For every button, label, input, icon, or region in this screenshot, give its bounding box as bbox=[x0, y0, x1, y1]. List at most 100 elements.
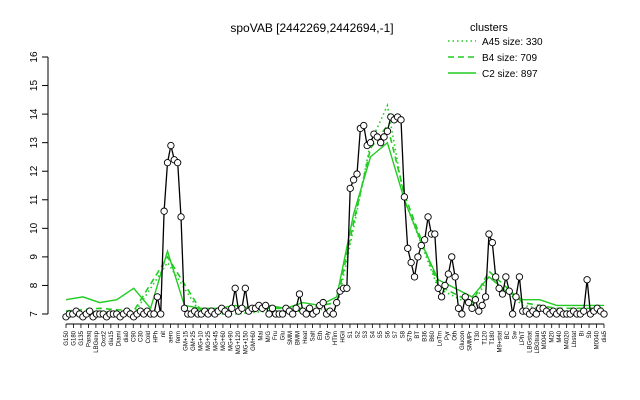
x-tick-label: MG+25 bbox=[206, 330, 212, 351]
data-point bbox=[441, 281, 449, 290]
data-point bbox=[224, 310, 233, 318]
x-tick-label: B36 bbox=[423, 330, 429, 341]
data-point bbox=[353, 170, 361, 178]
data-point bbox=[380, 133, 388, 141]
data-point bbox=[241, 284, 249, 292]
data-point bbox=[231, 284, 239, 292]
x-tick-label: MG+150 bbox=[243, 330, 249, 354]
data-point bbox=[373, 133, 381, 141]
data-point bbox=[508, 310, 517, 318]
x-tick-label: LBGstat bbox=[527, 331, 533, 353]
data-point bbox=[410, 273, 419, 281]
x-tick-label: GM+25 bbox=[191, 330, 197, 351]
data-point bbox=[404, 244, 412, 252]
x-tick-label: Lbstat bbox=[572, 331, 578, 348]
x-tick-label: Glucon bbox=[460, 331, 466, 350]
x-tick-label: S2 bbox=[355, 330, 361, 338]
x-tick-label: LPhT bbox=[520, 331, 526, 346]
y-tick-label: 15 bbox=[29, 80, 40, 92]
x-tick-label: MG+90 bbox=[228, 330, 234, 351]
x-tick-label: Fru bbox=[273, 331, 279, 340]
y-axis: 7 8 9 10 11 12 13 14 15 16 bbox=[29, 51, 49, 317]
data-point bbox=[292, 304, 300, 312]
data-point bbox=[468, 304, 476, 312]
data-point bbox=[180, 304, 189, 312]
data-point bbox=[492, 273, 500, 281]
y-tick-label: 13 bbox=[29, 137, 40, 149]
x-tick-label: LBGtran bbox=[535, 331, 541, 353]
x-tick-label: G135 bbox=[79, 330, 85, 345]
legend-title: clusters bbox=[470, 22, 508, 34]
x-tick-label: S3 bbox=[363, 330, 369, 338]
data-point bbox=[502, 273, 510, 281]
x-tick-label: Oxct2 bbox=[101, 330, 107, 346]
x-tick-label: Glu bbox=[281, 331, 287, 340]
cluster-lines bbox=[65, 102, 604, 315]
chart-title: spoVAB [2442269,2442694,-1] bbox=[230, 21, 393, 35]
x-tick-label: S7 bbox=[393, 330, 399, 338]
data-point bbox=[261, 301, 270, 310]
data-point bbox=[177, 213, 185, 221]
data-point bbox=[488, 238, 496, 247]
data-point bbox=[515, 273, 524, 281]
data-point bbox=[278, 310, 287, 318]
data-point bbox=[431, 230, 439, 238]
x-tick-label: Oth bbox=[453, 331, 459, 341]
data-point bbox=[471, 296, 480, 304]
x-tick-label: Sw bbox=[512, 330, 518, 339]
x-tick-label: HTim bbox=[333, 331, 339, 345]
x-tick-label: M0045 bbox=[542, 330, 548, 349]
y-tick-label: 14 bbox=[29, 108, 40, 120]
x-tick-label: B60 bbox=[430, 330, 436, 341]
data-point bbox=[329, 310, 337, 318]
x-tick-label: Diami bbox=[116, 331, 122, 346]
x-tick-label: G180 bbox=[71, 330, 77, 345]
x-tick-label: T180 bbox=[490, 330, 496, 344]
data-point bbox=[512, 293, 520, 301]
data-point bbox=[498, 290, 507, 298]
x-tick-label: M9+stat bbox=[497, 331, 503, 353]
x-tick-label: S4 bbox=[370, 330, 376, 338]
data-point bbox=[400, 193, 409, 201]
data-point bbox=[485, 230, 493, 238]
x-tick-label: nit bbox=[161, 331, 167, 338]
data-point bbox=[86, 307, 94, 315]
data-point bbox=[495, 284, 503, 292]
x-tick-label: Eth bbox=[318, 331, 324, 340]
x-tick-label: BT bbox=[415, 331, 421, 339]
data-point bbox=[163, 159, 172, 167]
data-point bbox=[157, 310, 165, 318]
data-point bbox=[481, 293, 490, 301]
data-point bbox=[174, 159, 182, 167]
x-tick-label: HGli bbox=[340, 331, 346, 343]
data-point bbox=[505, 287, 513, 295]
y-tick-label: 10 bbox=[29, 222, 40, 234]
data-point bbox=[268, 304, 277, 312]
legend: clusters A45 size: 330 B4 size: 709 C2 siz… bbox=[448, 22, 543, 80]
x-tick-label: MG+60 bbox=[221, 330, 227, 351]
data-point bbox=[444, 270, 453, 278]
x-tick-label: ferm bbox=[176, 331, 182, 343]
x-tick-label: S5 bbox=[378, 330, 384, 338]
x-tick-label: MG+10 bbox=[199, 330, 205, 351]
y-tick-label: 11 bbox=[29, 194, 40, 205]
x-tick-label: BC bbox=[505, 330, 511, 339]
x-tick-label: SMMPr bbox=[468, 331, 474, 351]
data-point bbox=[600, 310, 608, 318]
legend-label: C2 size: 897 bbox=[482, 69, 538, 80]
x-tick-label: dia5 bbox=[602, 330, 608, 342]
legend-label: B4 size: 709 bbox=[482, 53, 537, 64]
data-point bbox=[289, 310, 297, 318]
data-point bbox=[478, 301, 486, 310]
data-point bbox=[383, 127, 392, 135]
y-tick-label: 16 bbox=[29, 51, 40, 63]
data-point bbox=[458, 310, 466, 318]
data-point bbox=[265, 310, 273, 318]
cluster-line-dashed bbox=[65, 123, 604, 312]
legend-label: A45 size: 330 bbox=[482, 37, 543, 48]
gene-line bbox=[65, 115, 605, 318]
data-point bbox=[424, 213, 432, 221]
data-point bbox=[295, 290, 304, 298]
data-point bbox=[343, 284, 351, 292]
x-tick-label: S6 bbox=[385, 330, 391, 338]
